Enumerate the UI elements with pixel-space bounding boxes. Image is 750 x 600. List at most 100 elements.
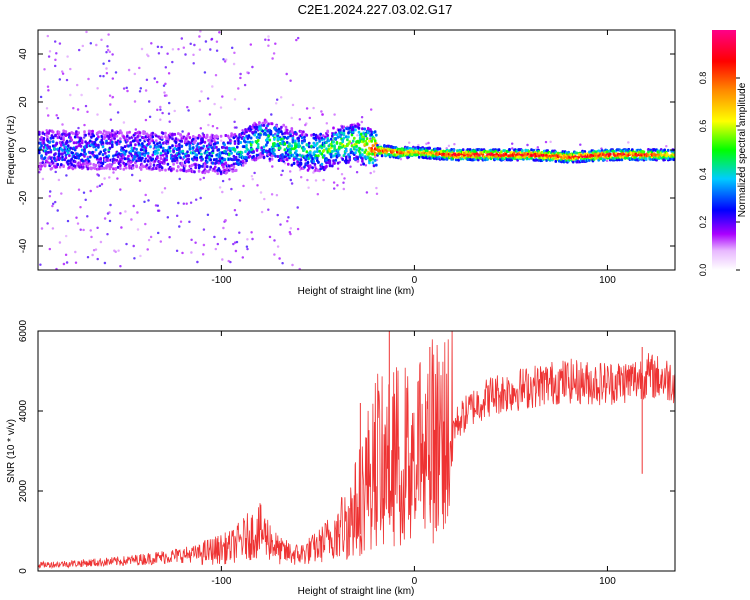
spectrogram-ridge-cell	[248, 150, 252, 154]
spectrogram-ridge-cell	[354, 128, 357, 132]
spectrogram-ridge-cell	[350, 133, 354, 137]
spectrogram-ridge-cell	[512, 151, 516, 155]
spectrogram-ridge-cell	[629, 151, 633, 155]
spectrogram-noise-cell	[196, 260, 199, 264]
spectrogram-ridge-cell	[175, 156, 179, 160]
spectrogram-noise-cell	[203, 71, 207, 74]
spectrogram-noise-cell	[336, 167, 340, 170]
spectrogram-noise-cell	[274, 132, 277, 136]
spectrogram-ridge-cell	[122, 167, 126, 171]
spectrogram-noise-cell	[312, 106, 315, 110]
spectrogram-noise-cell	[76, 222, 80, 225]
spectrogram-ridge-cell	[166, 140, 170, 144]
spectrogram-ridge-cell	[354, 151, 357, 155]
spectrogram-ridge-cell	[554, 159, 558, 163]
spectrogram-noise-cell	[314, 165, 317, 169]
spectrogram-noise-cell	[221, 190, 224, 194]
spectrogram-noise-cell	[364, 164, 367, 167]
spectrogram-ridge-cell	[112, 167, 115, 171]
spectrogram-noise-cell	[108, 176, 111, 179]
spectrogram-noise-cell	[202, 243, 206, 247]
spectrogram-ridge-cell	[272, 144, 275, 148]
spectrogram-ridge-cell	[100, 166, 104, 170]
spectrogram-ridge-cell	[364, 133, 368, 136]
spectrogram-ridge-cell	[666, 148, 670, 152]
spectrogram-ridge-cell	[64, 156, 68, 160]
snr-x-ticks: -100 0 100	[211, 331, 616, 587]
spectrogram-ridge-cell	[229, 167, 232, 171]
spectrogram-y-tick-label: 40	[18, 48, 29, 60]
spectrogram-noise-cell	[97, 174, 100, 177]
chart-title: C2E1.2024.227.03.02.G17	[298, 2, 453, 17]
spectrogram-ridge-cell	[270, 157, 274, 161]
spectrogram-x-tick-label: -100	[211, 275, 231, 286]
spectrogram-ridge-cell	[298, 153, 302, 157]
spectrogram-noise-cell	[102, 62, 105, 65]
spectrogram-noise-cell	[51, 227, 55, 230]
spectrogram-noise-cell	[83, 136, 86, 139]
spectrogram-noise-cell	[360, 116, 364, 119]
colorbar-tick-label: 0.0	[698, 264, 708, 277]
spectrogram-ridge-cell	[151, 153, 155, 157]
spectrogram-ridge-cell	[230, 163, 233, 167]
spectrogram-ridge-cell	[158, 168, 162, 172]
spectrogram-ridge-cell	[348, 155, 351, 159]
spectrogram-noise-cell	[256, 184, 259, 187]
spectrogram-noise-cell	[375, 192, 379, 195]
spectrogram-ridge-cell	[320, 162, 324, 166]
spectrogram-ridge-cell	[124, 149, 128, 153]
spectrogram-ridge-cell	[102, 129, 106, 133]
spectrogram-ridge-cell	[285, 158, 289, 162]
spectrogram-noise-cell	[89, 42, 92, 45]
spectrogram-noise-cell	[202, 253, 205, 256]
colorbar-gradient	[712, 30, 736, 270]
spectrogram-ridge-cell	[85, 145, 89, 149]
spectrogram-ridge-cell	[151, 135, 155, 139]
spectrogram-ridge-cell	[361, 148, 364, 152]
spectrogram-ridge-cell	[46, 135, 49, 139]
spectrogram-ridge-cell	[309, 164, 312, 168]
spectrogram-ridge-cell	[316, 150, 319, 153]
spectrogram-ridge-cell	[312, 160, 316, 163]
spectrogram-noise-cell	[108, 59, 111, 63]
spectrogram-ridge-cell	[56, 163, 60, 166]
spectrogram-ridge-cell	[495, 152, 499, 156]
spectrogram-ridge-cell	[82, 159, 85, 163]
spectrogram-noise-cell	[219, 106, 223, 109]
spectrogram-ridge-cell	[119, 137, 122, 141]
spectrogram-ridge-cell	[70, 157, 73, 161]
spectrogram-ridge-cell	[196, 136, 200, 140]
spectrogram-ridge-cell	[211, 149, 215, 153]
spectrogram-noise-cell	[171, 48, 175, 51]
spectrogram-noise-cell	[290, 182, 294, 185]
spectrogram-noise-cell	[316, 193, 319, 196]
spectrogram-noise-cell	[278, 257, 281, 260]
spectrogram-ridge-cell	[98, 167, 101, 171]
spectrogram-ridge-cell	[329, 152, 333, 156]
spectrogram-ridge-cell	[195, 158, 199, 162]
spectrogram-noise-cell	[120, 226, 123, 229]
spectrogram-noise-cell	[193, 43, 196, 47]
spectrogram-ridge-cell	[60, 143, 63, 147]
spectrogram-ridge-cell	[183, 140, 187, 143]
spectrogram-noise-cell	[52, 202, 55, 205]
spectrogram-ridge-cell	[368, 152, 371, 156]
spectrogram-noise-cell	[218, 31, 221, 34]
spectrogram-ridge-cell	[313, 150, 317, 154]
spectrogram-noise-cell	[60, 192, 63, 195]
spectrogram-noise-cell	[119, 188, 122, 191]
spectrogram-noise-cell	[192, 53, 195, 56]
spectrogram-noise-cell	[112, 171, 115, 174]
spectrogram-ridge-cell	[336, 151, 340, 155]
spectrogram-ridge-cell	[158, 160, 162, 164]
spectrogram-ridge-cell	[105, 130, 108, 134]
spectrogram-noise-cell	[96, 226, 99, 229]
spectrogram-ridge-cell	[70, 138, 73, 142]
spectrogram-ridge-cell	[112, 154, 115, 158]
spectrogram-ridge-cell	[361, 159, 364, 163]
spectrogram-ridge-cell	[111, 143, 114, 147]
spectrogram-ridge-cell	[255, 148, 259, 152]
spectrogram-noise-cell	[220, 139, 223, 142]
spectrogram-noise-cell	[241, 256, 244, 259]
spectrogram-ridge-cell	[135, 147, 138, 151]
